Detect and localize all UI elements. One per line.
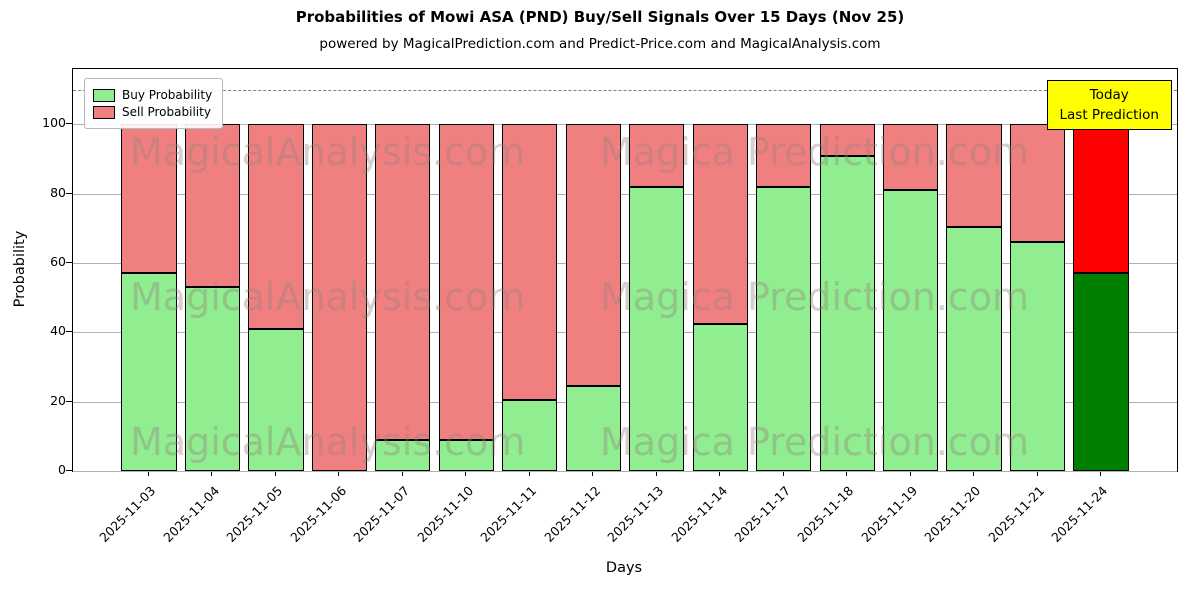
sell-bar-2025-11-05 bbox=[248, 124, 304, 329]
y-tick-label: 100 bbox=[42, 115, 66, 131]
y-tick-mark bbox=[66, 123, 72, 125]
x-tick-mark bbox=[148, 470, 149, 476]
gridline-y20 bbox=[73, 401, 1177, 403]
x-tick-mark bbox=[465, 470, 467, 476]
sell-bar-2025-11-11 bbox=[502, 124, 558, 400]
gridline-y40 bbox=[73, 332, 1177, 334]
y-tick-label: 80 bbox=[50, 184, 66, 200]
y-tick-label: 0 bbox=[58, 462, 66, 477]
buy-bar-2025-11-05 bbox=[248, 328, 304, 471]
buy-bar-2025-11-13 bbox=[629, 186, 685, 471]
annotation-line2: Last Prediction bbox=[1059, 107, 1159, 123]
buy-bar-2025-11-07 bbox=[375, 439, 431, 471]
sell-bar-2025-11-24 bbox=[1073, 124, 1129, 274]
legend-label-sell: Sell Probability bbox=[122, 105, 211, 119]
y-tick-mark bbox=[66, 470, 72, 471]
buy-bar-2025-11-10 bbox=[438, 439, 494, 471]
buy-bar-2025-11-14 bbox=[692, 323, 748, 471]
sell-bar-2025-11-21 bbox=[1009, 124, 1066, 243]
buy-bar-2025-11-18 bbox=[819, 155, 875, 471]
x-tick-mark bbox=[1036, 470, 1038, 476]
buy-bar-2025-11-20 bbox=[946, 226, 1002, 471]
y-tick-label: 60 bbox=[50, 254, 66, 270]
buy-bar-2025-11-03 bbox=[121, 273, 177, 471]
sell-bar-2025-11-13 bbox=[629, 124, 685, 187]
sell-bar-2025-11-07 bbox=[375, 124, 431, 440]
x-tick-mark bbox=[211, 470, 213, 476]
x-tick-label-text: 2025-11-24 bbox=[1048, 483, 1111, 545]
sell-bar-2025-11-12 bbox=[565, 124, 621, 387]
sell-bar-2025-11-17 bbox=[756, 124, 812, 187]
sell-bar-2025-11-04 bbox=[184, 124, 241, 288]
buy-bar-2025-11-24 bbox=[1073, 273, 1129, 471]
buy-bar-2025-11-04 bbox=[184, 287, 241, 471]
x-tick-mark bbox=[1100, 470, 1101, 476]
x-tick-mark bbox=[909, 470, 911, 476]
sell-bar-2025-11-14 bbox=[692, 124, 748, 324]
buy-bar-2025-11-11 bbox=[502, 399, 558, 471]
chart-title: Probabilities of Mowi ASA (PND) Buy/Sell… bbox=[295, 8, 905, 26]
buy-bar-2025-11-19 bbox=[882, 190, 939, 471]
buy-bar-2025-11-12 bbox=[565, 386, 621, 471]
chart-subtitle: powered by MagicalPrediction.com and Pre… bbox=[319, 36, 881, 52]
y-tick-mark bbox=[66, 400, 72, 402]
y-tick-label: 40 bbox=[50, 323, 66, 339]
sell-bar-2025-11-19 bbox=[882, 124, 939, 191]
x-tick-mark bbox=[973, 470, 975, 476]
plot-area bbox=[72, 68, 1178, 472]
sell-bar-2025-11-20 bbox=[946, 124, 1002, 227]
sell-swatch-icon bbox=[93, 105, 115, 119]
x-axis-label: Days bbox=[605, 560, 643, 576]
buy-bar-2025-11-17 bbox=[756, 186, 812, 471]
sell-bar-2025-11-06 bbox=[311, 124, 367, 471]
sell-bar-2025-11-10 bbox=[438, 124, 494, 440]
x-tick-mark bbox=[528, 470, 530, 476]
buy-bar-2025-11-21 bbox=[1009, 242, 1066, 471]
legend-item-buy: Buy Probability bbox=[93, 88, 212, 102]
x-tick-mark bbox=[592, 470, 594, 476]
x-tick-label: 2025-11-24 bbox=[950, 480, 1111, 545]
legend: Buy Probability Sell Probability bbox=[84, 78, 224, 129]
legend-item-sell: Sell Probability bbox=[93, 105, 212, 119]
gridline-y80 bbox=[73, 193, 1177, 195]
y-tick-mark bbox=[66, 262, 72, 264]
y-tick-mark bbox=[66, 192, 72, 194]
gridline-y60 bbox=[73, 263, 1177, 265]
annotation-line1: Today bbox=[1089, 87, 1129, 103]
x-tick-mark bbox=[401, 470, 403, 476]
y-tick-mark bbox=[66, 331, 72, 333]
gridline-y0 bbox=[73, 471, 1177, 472]
x-tick-mark bbox=[846, 470, 848, 476]
x-tick-mark bbox=[782, 470, 784, 476]
y-tick-label: 20 bbox=[50, 392, 66, 408]
x-tick-mark bbox=[655, 470, 657, 476]
x-tick-mark bbox=[719, 470, 721, 476]
annotation-box: Today Last Prediction bbox=[1046, 80, 1172, 130]
sell-bar-2025-11-03 bbox=[121, 124, 177, 274]
x-tick-mark bbox=[274, 470, 276, 476]
buy-swatch-icon bbox=[93, 88, 115, 102]
x-tick-mark bbox=[338, 470, 340, 476]
sell-bar-2025-11-18 bbox=[819, 124, 875, 156]
dashed-threshold-line bbox=[73, 89, 1177, 91]
y-axis-label: Probability bbox=[12, 230, 28, 308]
legend-label-buy: Buy Probability bbox=[122, 88, 213, 102]
gridline-y100 bbox=[73, 124, 1177, 126]
